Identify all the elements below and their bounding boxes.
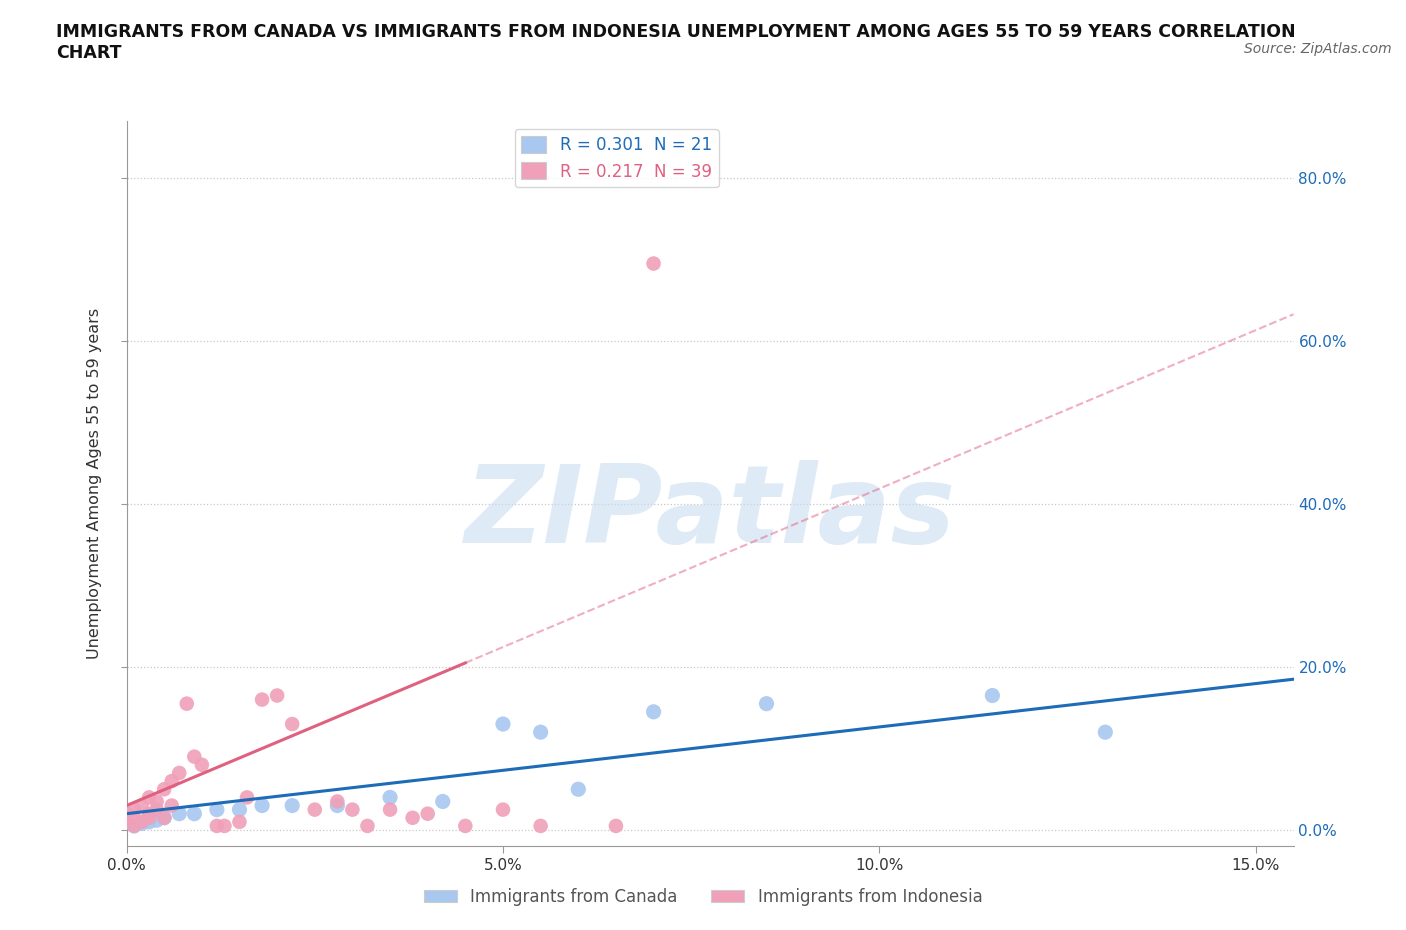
Point: [266, 688, 288, 703]
Point: [138, 790, 160, 804]
Point: [183, 750, 205, 764]
Text: Source: ZipAtlas.com: Source: ZipAtlas.com: [1244, 42, 1392, 56]
Point: [1094, 724, 1116, 739]
Point: [122, 803, 145, 817]
Point: [530, 818, 553, 833]
Point: [176, 697, 198, 711]
Text: IMMIGRANTS FROM CANADA VS IMMIGRANTS FROM INDONESIA UNEMPLOYMENT AMONG AGES 55 T: IMMIGRANTS FROM CANADA VS IMMIGRANTS FRO…: [56, 23, 1296, 62]
Point: [281, 717, 304, 732]
Point: [160, 798, 183, 813]
Point: [122, 818, 145, 833]
Point: [183, 806, 205, 821]
Point: [122, 818, 145, 833]
Point: [214, 818, 236, 833]
Point: [115, 806, 138, 821]
Point: [326, 794, 349, 809]
Point: [492, 717, 515, 732]
Point: [145, 803, 167, 817]
Point: [115, 815, 138, 830]
Text: ZIPatlas: ZIPatlas: [464, 459, 956, 565]
Point: [250, 692, 273, 707]
Point: [492, 803, 515, 817]
Point: [567, 782, 589, 797]
Point: [153, 782, 176, 797]
Point: [167, 806, 190, 821]
Point: [981, 688, 1004, 703]
Point: [205, 818, 228, 833]
Point: [416, 806, 439, 821]
Point: [304, 803, 326, 817]
Point: [281, 798, 304, 813]
Point: [160, 774, 183, 789]
Point: [131, 816, 153, 830]
Point: [643, 256, 665, 271]
Point: [432, 794, 454, 809]
Point: [236, 790, 259, 804]
Point: [643, 704, 665, 719]
Point: [138, 815, 160, 830]
Point: [228, 803, 250, 817]
Point: [401, 810, 423, 825]
Point: [167, 765, 190, 780]
Point: [356, 818, 378, 833]
Point: [454, 818, 477, 833]
Point: [326, 798, 349, 813]
Point: [378, 790, 401, 804]
Point: [138, 810, 160, 825]
Legend: Immigrants from Canada, Immigrants from Indonesia: Immigrants from Canada, Immigrants from …: [418, 881, 988, 912]
Point: [122, 810, 145, 825]
Point: [342, 803, 364, 817]
Point: [205, 803, 228, 817]
Point: [131, 815, 153, 830]
Point: [153, 810, 176, 825]
Point: [378, 803, 401, 817]
Point: [191, 757, 214, 772]
Point: [755, 697, 778, 711]
Point: [138, 806, 160, 821]
Point: [250, 798, 273, 813]
Legend: R = 0.301  N = 21, R = 0.217  N = 39: R = 0.301 N = 21, R = 0.217 N = 39: [515, 129, 718, 187]
Point: [131, 798, 153, 813]
Y-axis label: Unemployment Among Ages 55 to 59 years: Unemployment Among Ages 55 to 59 years: [87, 308, 103, 659]
Point: [530, 724, 553, 739]
Point: [228, 815, 250, 830]
Point: [145, 794, 167, 809]
Point: [153, 810, 176, 825]
Point: [145, 813, 167, 828]
Point: [605, 818, 627, 833]
